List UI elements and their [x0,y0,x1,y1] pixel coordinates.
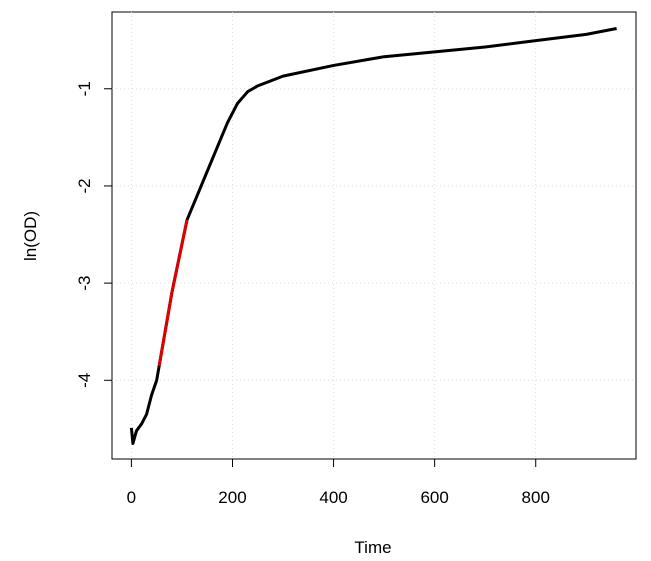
x-axis-label: Time [354,538,391,557]
y-tick-label: -4 [75,373,94,388]
x-tick-label: 0 [127,488,136,507]
y-tick-label: -1 [75,81,94,96]
data-line [129,27,617,445]
x-tick-label: 200 [218,488,246,507]
y-axis-label: ln(OD) [21,211,40,261]
x-tick-label: 800 [522,488,550,507]
plot-frame [111,11,637,460]
y-tick-label: -3 [75,276,94,291]
data-line [157,219,189,366]
y-tick-label: -2 [75,178,94,193]
x-tick-label: 400 [319,488,347,507]
x-tick-label: 600 [420,488,448,507]
